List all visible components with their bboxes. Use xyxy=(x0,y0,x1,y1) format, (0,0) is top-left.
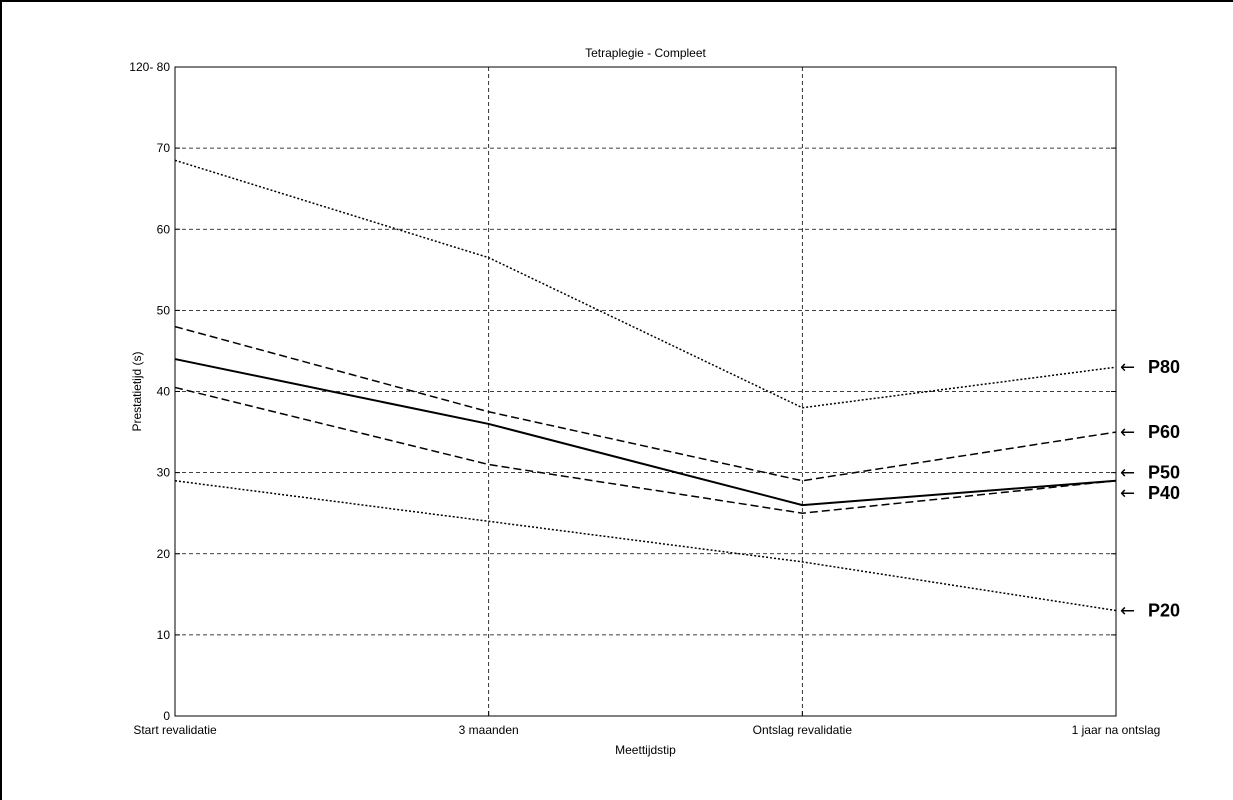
x-tick-label: 3 maanden xyxy=(459,723,519,737)
percentile-label-p20: P20 xyxy=(1148,601,1180,621)
x-tick-label: Ontslag revalidatie xyxy=(753,723,853,737)
x-tick-label: Start revalidatie xyxy=(133,723,217,737)
y-tick-label: 70 xyxy=(157,141,171,155)
y-tick-label: 60 xyxy=(157,222,171,236)
y-tick-label: 0 xyxy=(163,709,170,723)
y-axis-label: Prestatietijd (s) xyxy=(130,351,144,431)
series-line-p80 xyxy=(174,159,1117,409)
arrow-left-icon: ← xyxy=(1120,357,1135,378)
y-tick-label: 20 xyxy=(157,547,171,561)
percentile-label-p80: P80 xyxy=(1148,357,1180,377)
y-tick-label: 120- 80 xyxy=(129,60,170,74)
percentile-label-p60: P60 xyxy=(1148,422,1180,442)
x-axis-label: Meettijdstip xyxy=(615,743,676,757)
arrow-left-icon: ← xyxy=(1120,483,1135,504)
y-tick-label: 10 xyxy=(157,628,171,642)
x-tick-label: 1 jaar na ontslag xyxy=(1072,723,1161,737)
percentile-label-p50: P50 xyxy=(1148,463,1180,483)
grid-lines xyxy=(175,67,1116,716)
arrow-left-icon: ← xyxy=(1120,422,1135,443)
y-tick-label: 50 xyxy=(157,303,171,317)
series-lines xyxy=(174,159,1117,612)
percentile-label-p40: P40 xyxy=(1148,483,1180,503)
arrow-left-icon: ← xyxy=(1120,601,1135,622)
series-line-p20 xyxy=(174,479,1117,612)
percentile-labels: ← P80 ← P60 ← P50 ← P40 ← P20 xyxy=(1120,357,1180,621)
series-line-p60 xyxy=(174,325,1117,482)
y-tick-label: 40 xyxy=(157,385,171,399)
arrow-left-icon: ← xyxy=(1120,463,1135,484)
y-axis: 0 10 20 30 40 50 60 70 120- 80 xyxy=(129,60,1116,723)
chart-title: Tetraplegie - Compleet xyxy=(585,46,706,60)
x-axis: Start revalidatie 3 maanden Ontslag revali… xyxy=(133,711,1160,737)
series-line-p50 xyxy=(174,358,1117,507)
y-tick-label: 30 xyxy=(157,466,171,480)
series-line-p40 xyxy=(174,386,1117,514)
